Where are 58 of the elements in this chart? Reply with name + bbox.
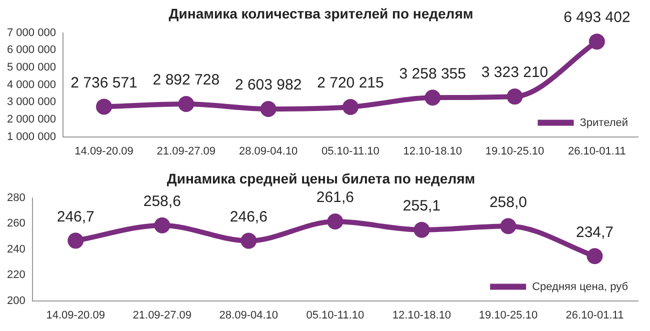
y-tick-label: 5 000 000 (7, 62, 56, 74)
y-tick-label: 200 (6, 294, 26, 307)
y-tick-label: 6 000 000 (7, 44, 56, 56)
y-tick-label: 260 (6, 218, 26, 230)
x-tick-label: 12.10-18.10 (403, 145, 462, 158)
x-tick-label: 28.09-04.10 (238, 145, 298, 158)
data-label: 261,6 (316, 189, 354, 206)
x-tick-label: 12.10-18.10 (392, 309, 452, 322)
data-label: 2 892 728 (152, 72, 220, 89)
data-label: 2 603 982 (234, 76, 302, 94)
x-tick-label: 19.10-25.10 (478, 309, 538, 322)
x-tick-label: 21.09-27.09 (132, 309, 192, 322)
x-tick-label: 05.10-11.10 (306, 309, 364, 322)
data-label: 234,7 (576, 224, 614, 241)
point (240, 232, 257, 249)
chart-title: Динамика количества зрителей по неделям (168, 5, 474, 22)
y-tick-label: 220 (6, 269, 26, 282)
legend-label: Средняя цена, руб (532, 280, 628, 293)
data-label: 6 493 402 (564, 9, 630, 26)
data-label: 3 323 210 (481, 64, 548, 82)
point (414, 222, 430, 238)
point (586, 248, 603, 264)
data-label: 258,0 (489, 194, 527, 211)
chart-title: Динамика средней цены билета по неделям (166, 170, 476, 186)
x-tick-label: 14.09-20.09 (46, 309, 105, 322)
x-tick-label: 19.10-25.10 (485, 145, 544, 158)
point (68, 232, 84, 249)
y-tick-label: 2 000 000 (7, 114, 56, 126)
y-tick-label: 280 (6, 192, 26, 204)
point (588, 34, 605, 50)
point (96, 98, 112, 115)
x-tick-label: 05.10-11.10 (322, 145, 380, 158)
x-tick-label: 28.09-04.10 (219, 309, 278, 322)
point (342, 98, 358, 115)
point (500, 218, 516, 234)
x-tick-label: 14.09-20.09 (74, 145, 134, 158)
point (327, 213, 344, 230)
point (154, 217, 170, 234)
point (260, 101, 276, 117)
data-label: 246,6 (230, 208, 268, 226)
data-label: 255,1 (402, 198, 440, 214)
x-tick-label: 26.10-01.11 (566, 309, 624, 322)
data-label: 2 736 571 (70, 74, 138, 92)
point (178, 96, 194, 112)
data-label: 246,7 (56, 208, 94, 226)
data-label: 258,6 (143, 192, 181, 210)
x-tick-label: 26.10-01.11 (568, 145, 626, 158)
data-label: 2 720 215 (317, 74, 384, 92)
y-tick-label: 3 000 000 (7, 96, 56, 108)
y-tick-label: 4 000 000 (7, 78, 56, 91)
point (424, 90, 441, 106)
legend-label: Зрителей (580, 116, 628, 129)
point (506, 88, 523, 105)
y-tick-label: 240 (6, 243, 26, 256)
y-tick-label: 7 000 000 (7, 26, 56, 39)
x-tick-label: 21.09-27.09 (156, 145, 216, 158)
y-tick-label: 1 000 000 (7, 130, 56, 143)
data-label: 3 258 355 (399, 65, 466, 82)
